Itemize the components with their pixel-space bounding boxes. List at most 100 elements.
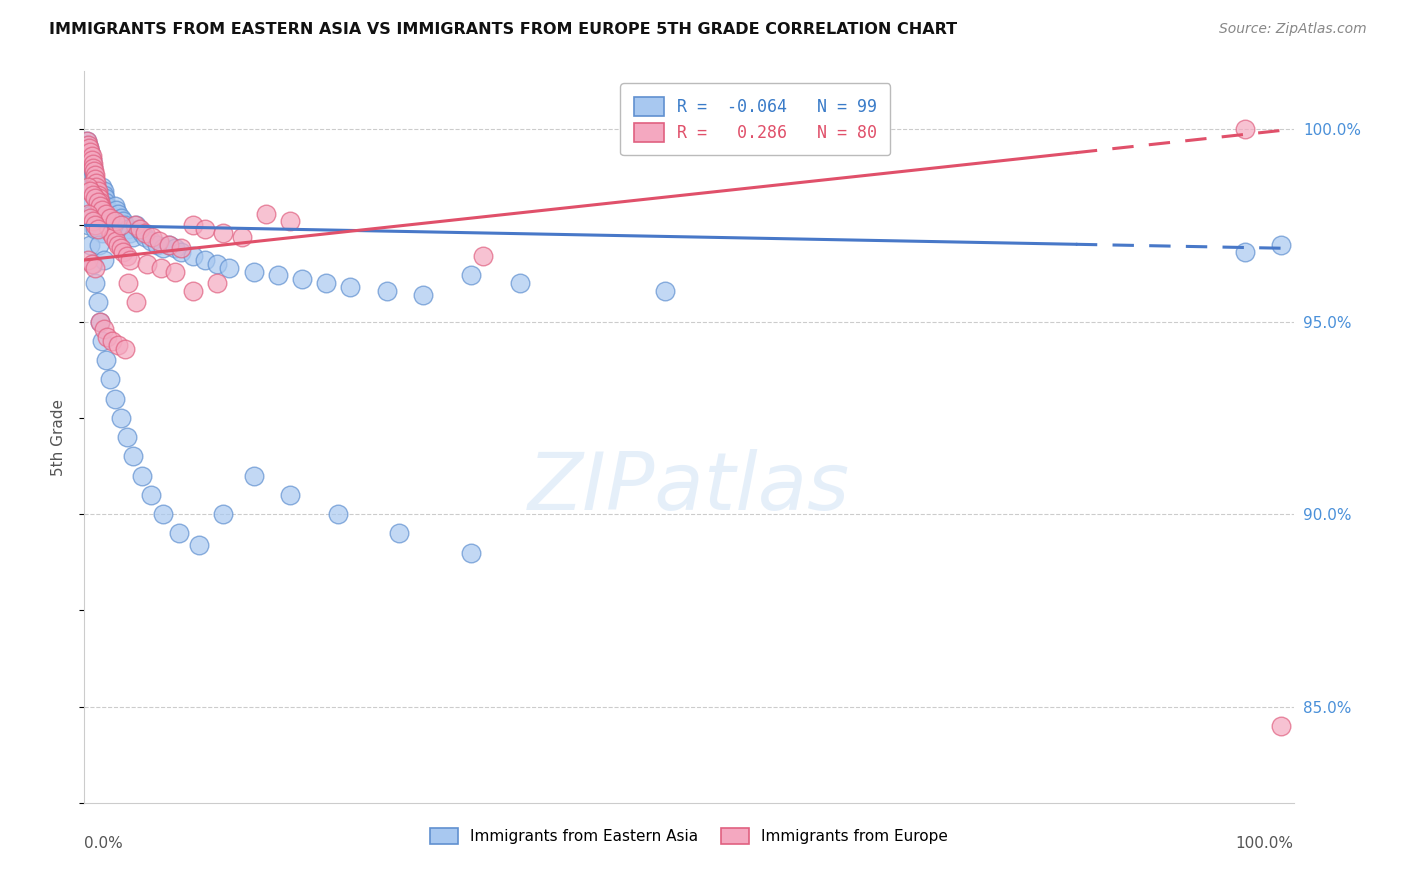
Point xyxy=(124,219,146,233)
Point xyxy=(82,164,104,178)
Point xyxy=(86,176,108,190)
Point xyxy=(86,191,108,205)
Point xyxy=(94,353,117,368)
Point xyxy=(79,145,101,160)
Point xyxy=(86,184,108,198)
Point xyxy=(139,488,162,502)
Point xyxy=(242,468,264,483)
Point xyxy=(110,219,132,233)
Point xyxy=(84,260,107,275)
Point xyxy=(98,372,121,386)
Point xyxy=(134,230,156,244)
Text: 100.0%: 100.0% xyxy=(1236,836,1294,851)
Point xyxy=(104,234,127,248)
Point xyxy=(194,252,217,267)
Point xyxy=(82,187,104,202)
Point xyxy=(165,264,187,278)
Point xyxy=(120,226,142,240)
Point xyxy=(98,211,121,225)
Point xyxy=(76,134,98,148)
Point xyxy=(86,179,108,194)
Point xyxy=(472,249,495,263)
Point xyxy=(87,237,110,252)
Point xyxy=(170,242,193,256)
Point xyxy=(100,214,122,228)
Point xyxy=(129,222,152,236)
Point xyxy=(267,268,290,283)
Point xyxy=(115,430,138,444)
Point xyxy=(242,264,264,278)
Point xyxy=(291,272,314,286)
Point xyxy=(84,191,107,205)
Point xyxy=(218,260,240,275)
Point xyxy=(93,184,115,198)
Point xyxy=(91,334,114,348)
Point xyxy=(207,276,229,290)
Point xyxy=(121,450,143,464)
Point xyxy=(91,226,114,240)
Point xyxy=(90,219,112,233)
Point xyxy=(188,538,211,552)
Point xyxy=(139,234,162,248)
Point xyxy=(77,207,100,221)
Point xyxy=(77,137,100,152)
Point xyxy=(231,230,253,244)
Point xyxy=(77,141,100,155)
Point xyxy=(194,222,217,236)
Point xyxy=(254,207,277,221)
Point xyxy=(77,137,100,152)
Point xyxy=(1270,719,1292,733)
Point xyxy=(80,257,103,271)
Point xyxy=(82,157,104,171)
Point xyxy=(80,153,103,167)
Point xyxy=(167,526,190,541)
Point xyxy=(82,161,104,175)
Text: 0.0%: 0.0% xyxy=(84,836,124,851)
Text: IMMIGRANTS FROM EASTERN ASIA VS IMMIGRANTS FROM EUROPE 5TH GRADE CORRELATION CHA: IMMIGRANTS FROM EASTERN ASIA VS IMMIGRAN… xyxy=(49,22,957,37)
Point xyxy=(125,219,148,233)
Y-axis label: 5th Grade: 5th Grade xyxy=(51,399,66,475)
Point xyxy=(110,211,132,225)
Point xyxy=(86,195,108,210)
Point xyxy=(82,214,104,228)
Point xyxy=(79,145,101,160)
Point xyxy=(82,257,104,271)
Point xyxy=(115,249,138,263)
Point xyxy=(86,199,108,213)
Point xyxy=(412,287,434,301)
Point xyxy=(84,169,107,183)
Point xyxy=(77,252,100,267)
Point xyxy=(89,315,111,329)
Point xyxy=(125,295,148,310)
Point xyxy=(80,153,103,167)
Point xyxy=(93,252,115,267)
Point xyxy=(104,202,127,217)
Point xyxy=(77,179,100,194)
Point xyxy=(388,526,411,541)
Point xyxy=(170,245,193,260)
Point xyxy=(103,230,125,244)
Point xyxy=(90,199,112,213)
Point xyxy=(93,322,115,336)
Point xyxy=(84,179,107,194)
Point xyxy=(131,468,153,483)
Point xyxy=(84,276,107,290)
Point xyxy=(107,207,129,221)
Point xyxy=(101,334,124,348)
Point xyxy=(93,187,115,202)
Point xyxy=(98,211,121,225)
Point xyxy=(84,176,107,190)
Point xyxy=(120,252,142,267)
Point xyxy=(94,211,117,225)
Point xyxy=(96,219,118,233)
Point xyxy=(149,260,172,275)
Point xyxy=(104,214,127,228)
Point xyxy=(89,211,111,225)
Point xyxy=(315,276,337,290)
Point xyxy=(87,191,110,205)
Point xyxy=(77,191,100,205)
Point xyxy=(107,337,129,351)
Point xyxy=(90,222,112,236)
Point xyxy=(94,207,117,221)
Point xyxy=(86,195,108,210)
